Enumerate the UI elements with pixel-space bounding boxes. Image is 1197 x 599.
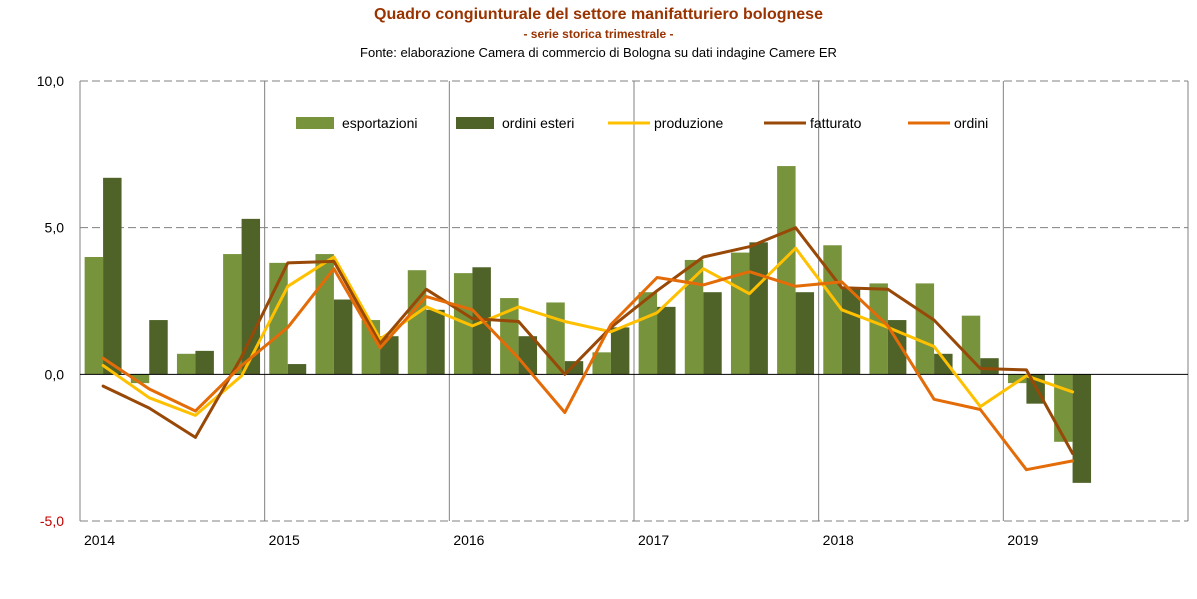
bar-ordini_esteri (333, 299, 353, 375)
bar-esportazioni (777, 166, 796, 375)
bar-ordini_esteri (103, 177, 122, 375)
bar-ordini_esteri (426, 309, 445, 375)
bar-esportazioni (453, 273, 473, 375)
x-year-label: 2014 (84, 532, 115, 548)
bar-ordini_esteri (380, 336, 399, 375)
bar-esportazioni (592, 352, 611, 375)
bar-ordini_esteri (149, 320, 168, 375)
bar-ordini_esteri (980, 358, 999, 375)
grid-layer (79, 80, 1189, 522)
bar-esportazioni (407, 270, 427, 375)
bar-ordini_esteri (657, 306, 676, 375)
lines-layer (101, 226, 1075, 472)
bar-esportazioni (130, 374, 150, 384)
bar-ordini_esteri (610, 327, 630, 375)
axis-labels-layer: 10,0 5,0 0,0 -5,0 2014 2015 2016 2017 2018 2019 (37, 73, 1039, 548)
x-year-label: 2016 (453, 532, 484, 548)
bar-esportazioni (730, 252, 750, 375)
bar-esportazioni (823, 245, 842, 375)
bar-esportazioni (1054, 374, 1073, 442)
line-fatturato (101, 226, 1075, 455)
bar-ordini_esteri (1072, 374, 1092, 483)
line-produzione (101, 246, 1075, 417)
legend-label-fatturato: fatturato (810, 115, 862, 131)
bar-esportazioni (869, 283, 888, 375)
bar-ordini_esteri (749, 242, 768, 375)
bar-esportazioni (961, 315, 981, 375)
legend-label-ordini_esteri: ordini esteri (502, 115, 574, 131)
chart-source: Fonte: elaborazione Camera di commercio … (360, 45, 837, 60)
legend-label-ordini: ordini (954, 115, 988, 131)
chart-title: Quadro congiunturale del settore manifat… (374, 6, 823, 23)
bar-esportazioni (638, 292, 658, 375)
bar-ordini_esteri (241, 218, 261, 375)
bar-ordini_esteri (934, 353, 953, 375)
y-tick-label: 10,0 (37, 73, 64, 89)
x-year-label: 2015 (269, 532, 300, 548)
legend: esportazioni ordini esteri produzione fattu… (296, 115, 988, 131)
bar-ordini_esteri (195, 350, 214, 375)
legend-label-produzione: produzione (654, 115, 723, 131)
bar-ordini_esteri (703, 292, 722, 375)
bar-esportazioni (1007, 374, 1027, 384)
bar-ordini_esteri (795, 292, 815, 375)
x-year-label: 2018 (823, 532, 854, 548)
bar-esportazioni (684, 259, 704, 375)
bar-esportazioni (223, 254, 242, 375)
bar-esportazioni (84, 257, 104, 375)
x-year-label: 2019 (1007, 532, 1038, 548)
bar-ordini_esteri (287, 364, 307, 375)
y-tick-label: 5,0 (45, 220, 65, 236)
chart-subtitle: - serie storica trimestrale - (523, 27, 674, 41)
x-year-label: 2017 (638, 532, 669, 548)
legend-label-esportazioni: esportazioni (342, 115, 418, 131)
line-ordini (101, 267, 1075, 472)
y-tick-label: -5,0 (40, 513, 64, 529)
bar-esportazioni (176, 353, 196, 375)
legend-swatch-esportazioni (296, 117, 334, 129)
bar-esportazioni (915, 283, 935, 375)
bar-ordini_esteri (841, 287, 861, 375)
legend-swatch-ordini_esteri (456, 117, 494, 129)
y-tick-label: 0,0 (45, 366, 65, 382)
